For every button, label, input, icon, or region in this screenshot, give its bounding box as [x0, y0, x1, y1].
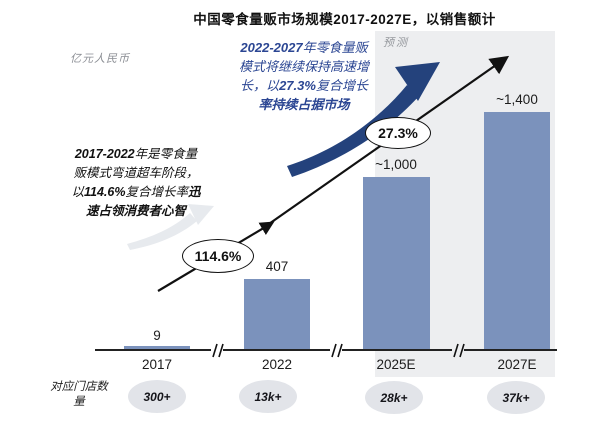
store-count-badge-2027e: 37k+ — [487, 381, 545, 414]
axis-break-icon — [211, 343, 224, 358]
bar-value-2025e: ~1,000 — [375, 157, 417, 172]
y-axis-unit-label: 亿元人民币 — [70, 53, 130, 65]
bar-2022 — [244, 279, 310, 350]
navy-growth-arrow-icon — [287, 62, 440, 177]
bar-2025e — [363, 177, 430, 350]
store-count-row-label: 对应门店数量 — [50, 381, 108, 408]
x-tick-2017: 2017 — [141, 357, 173, 372]
store-count-badge-2017: 300+ — [128, 380, 186, 413]
bar-2027e — [484, 112, 550, 350]
growth-rate-badge-27: 27.3% — [365, 117, 431, 149]
forecast-annotation: 2022-2027年零食量贩 模式将继续保持高速增 长，以27.3%复合增长 率持续占… — [238, 40, 369, 112]
axis-break-icon — [452, 343, 465, 358]
chart-title: 中国零食量贩市场规模2017-2027E，以销售额计 — [193, 12, 496, 27]
x-tick-2027e: 2027E — [497, 357, 537, 372]
light-growth-arrow-icon — [127, 204, 214, 250]
axis-break-icon — [330, 343, 343, 358]
forecast-label: 预测 — [383, 37, 409, 49]
bar-value-2027e: ~1,400 — [496, 92, 538, 107]
growth-rate-badge-114: 114.6% — [182, 239, 254, 273]
bar-value-2017: 9 — [153, 328, 161, 343]
x-tick-2025e: 2025E — [376, 357, 416, 372]
store-count-badge-2025e: 28k+ — [365, 381, 423, 414]
bar-2017 — [124, 346, 190, 350]
past-annotation: 2017-2022年是零食量 贩模式弯道超车阶段， 以114.6%复合增长率迅 速占领… — [71, 147, 201, 218]
x-tick-2022: 2022 — [261, 357, 293, 372]
bar-value-2022: 407 — [265, 259, 289, 274]
store-count-badge-2022: 13k+ — [239, 380, 297, 413]
